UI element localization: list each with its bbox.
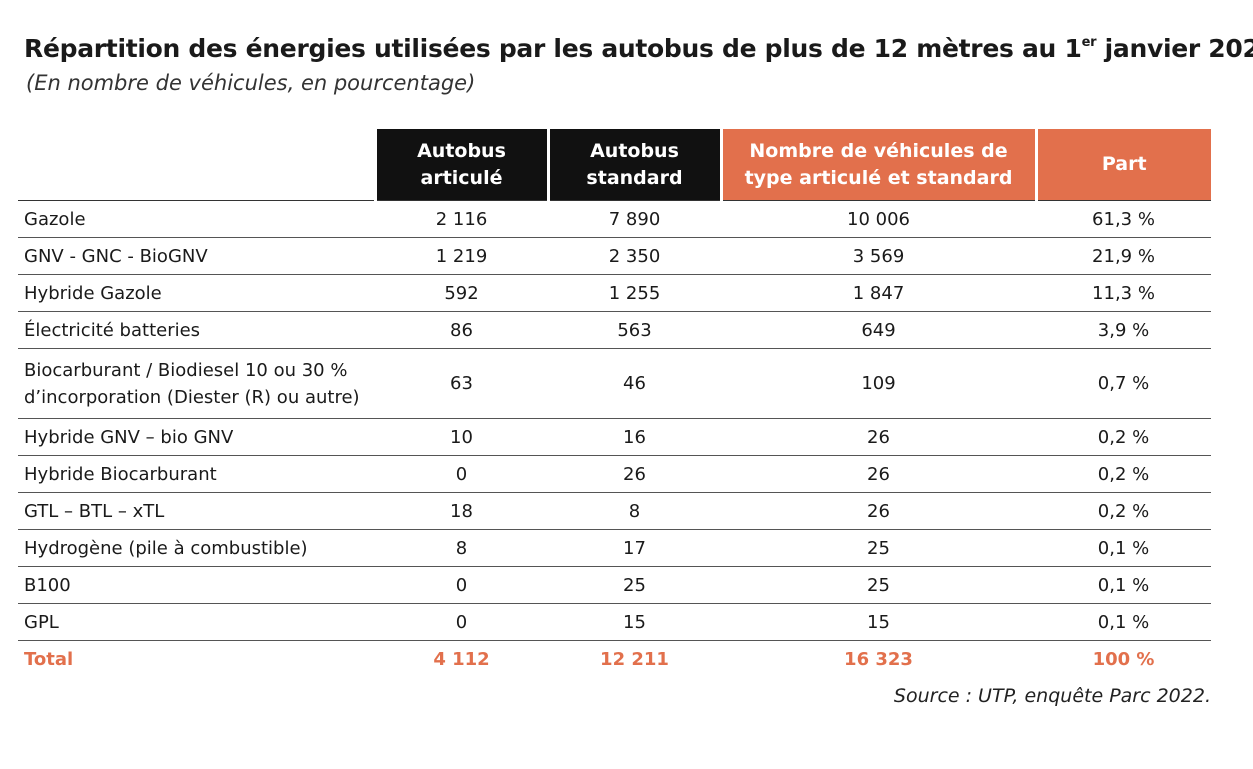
total-cell: 1 847: [721, 274, 1036, 312]
header-part: Part: [1034, 129, 1211, 201]
table-row: GNV - GNC - BioGNV 1 219 2 350 3 569 21,9 %: [18, 237, 1211, 275]
part-cell: 3,9 %: [1036, 311, 1211, 349]
part-cell: 0,1 %: [1036, 529, 1211, 567]
articule-cell: 1 219: [375, 237, 548, 275]
row-label: Hybride Biocarburant: [18, 455, 375, 493]
articule-cell: 18: [375, 492, 548, 530]
row-label: Hybride Gazole: [18, 274, 375, 312]
standard-cell: 25: [548, 566, 721, 604]
articule-cell: 2 116: [375, 200, 548, 238]
total-part-cell: 100 %: [1092, 648, 1155, 670]
chart-subtitle: (En nombre de véhicules, en pourcentage): [26, 71, 476, 95]
part-cell: 61,3 %: [1036, 200, 1211, 238]
articule-cell: 592: [375, 274, 548, 312]
table-row: Hybride GNV – bio GNV 10 16 26 0,2 %: [18, 418, 1211, 456]
total-cell: 26: [721, 418, 1036, 456]
table-row: Biocarburant / Biodiesel 10 ou 30 % d’inc…: [18, 348, 1211, 419]
standard-cell: 46: [548, 348, 721, 419]
table-row: Hybride Gazole 592 1 255 1 847 11,3 %: [18, 274, 1211, 312]
part-cell: 0,7 %: [1036, 348, 1211, 419]
articule-cell: 0: [375, 455, 548, 493]
row-label: Biocarburant / Biodiesel 10 ou 30 % d’inc…: [18, 348, 375, 419]
row-label: GPL: [18, 603, 375, 641]
total-cell: 3 569: [721, 237, 1036, 275]
total-row: Total 4 112 12 211 16 323 100 %: [18, 641, 1211, 678]
part-cell: 11,3 %: [1036, 274, 1211, 312]
table-row: Hybride Biocarburant 0 26 26 0,2 %: [18, 455, 1211, 493]
row-label: GTL – BTL – xTL: [18, 492, 375, 530]
standard-cell: 26: [548, 455, 721, 493]
articule-cell: 0: [375, 566, 548, 604]
standard-cell: 15: [548, 603, 721, 641]
header-nombre-vehicules: Nombre de véhicules de type articulé et s…: [719, 129, 1036, 201]
total-cell: 26: [721, 455, 1036, 493]
total-cell: 109: [721, 348, 1036, 419]
part-cell: 0,1 %: [1036, 566, 1211, 604]
articule-cell: 10: [375, 418, 548, 456]
standard-cell: 7 890: [548, 200, 721, 238]
row-label: B100: [18, 566, 375, 604]
standard-cell: 2 350: [548, 237, 721, 275]
standard-cell: 17: [548, 529, 721, 567]
total-cell: 26: [721, 492, 1036, 530]
header-blank: [18, 129, 375, 201]
source-note: Source : UTP, enquête Parc 2022.: [893, 685, 1211, 707]
total-cell: 10 006: [721, 200, 1036, 238]
standard-cell: 1 255: [548, 274, 721, 312]
chart-title: Répartition des énergies utilisées par l…: [24, 34, 1253, 63]
table-row: Hydrogène (pile à combustible) 8 17 25 0,1 %: [18, 529, 1211, 567]
total-cell: 649: [721, 311, 1036, 349]
table-row: B100 0 25 25 0,1 %: [18, 566, 1211, 604]
header-autobus-articule: Autobus articulé: [373, 129, 548, 201]
row-label: Hybride GNV – bio GNV: [18, 418, 375, 456]
total-cell: 25: [721, 529, 1036, 567]
standard-cell: 8: [548, 492, 721, 530]
articule-cell: 86: [375, 311, 548, 349]
row-label: Hydrogène (pile à combustible): [18, 529, 375, 567]
part-cell: 0,2 %: [1036, 455, 1211, 493]
table-row: GPL 0 15 15 0,1 %: [18, 603, 1211, 641]
part-cell: 0,2 %: [1036, 492, 1211, 530]
table-row: GTL – BTL – xTL 18 8 26 0,2 %: [18, 492, 1211, 530]
energy-table: Autobus articulé Autobus standard Nombre d…: [18, 129, 1211, 677]
total-standard-cell: 12 211: [600, 648, 669, 670]
row-label: Gazole: [18, 200, 375, 238]
total-cell: 25: [721, 566, 1036, 604]
articule-cell: 63: [375, 348, 548, 419]
table-header-row: Autobus articulé Autobus standard Nombre d…: [18, 129, 1211, 201]
header-autobus-standard: Autobus standard: [546, 129, 721, 201]
standard-cell: 16: [548, 418, 721, 456]
standard-cell: 563: [548, 311, 721, 349]
title-superscript: er: [1081, 35, 1097, 50]
articule-cell: 0: [375, 603, 548, 641]
articule-cell: 8: [375, 529, 548, 567]
part-cell: 0,1 %: [1036, 603, 1211, 641]
part-cell: 0,2 %: [1036, 418, 1211, 456]
total-articule-cell: 4 112: [433, 648, 490, 670]
part-cell: 21,9 %: [1036, 237, 1211, 275]
table-row: Gazole 2 116 7 890 10 006 61,3 %: [18, 200, 1211, 238]
total-total-cell: 16 323: [844, 648, 913, 670]
row-label: Électricité batteries: [18, 311, 375, 349]
row-label: GNV - GNC - BioGNV: [18, 237, 375, 275]
total-cell: 15: [721, 603, 1036, 641]
total-label: Total: [24, 648, 74, 670]
table-row: Électricité batteries 86 563 649 3,9 %: [18, 311, 1211, 349]
